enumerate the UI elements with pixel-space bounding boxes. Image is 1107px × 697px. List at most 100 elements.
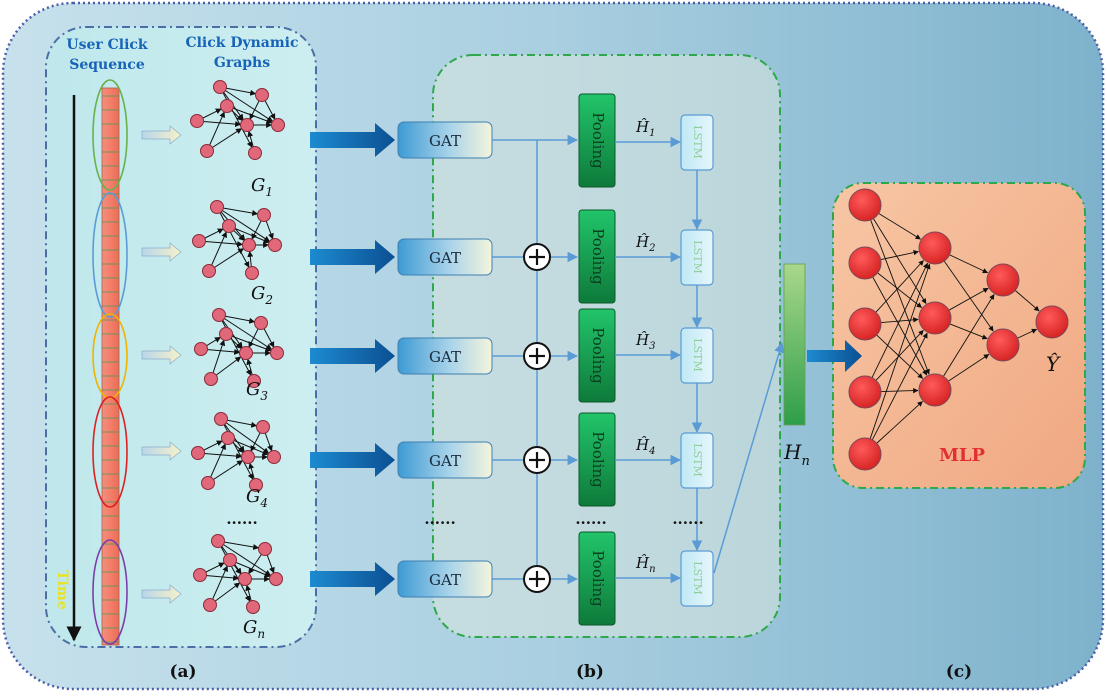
graph-node: [246, 600, 260, 614]
graph-edge: [216, 206, 271, 242]
graph-edge: [218, 314, 273, 350]
mlp-edge: [871, 275, 928, 376]
graphs-ellipsis: ......: [226, 510, 257, 528]
graph-node: [267, 450, 281, 464]
hn-label: Hn: [783, 440, 810, 469]
graph-node: [203, 598, 217, 612]
graph-edge: [207, 443, 226, 484]
pooling-label-2: Pooling: [589, 228, 607, 285]
mlp-node-layer-2: [986, 328, 1020, 362]
graph-label-4: G4: [246, 486, 268, 510]
mlp-node-layer-0: [848, 246, 882, 280]
graph-edge: [206, 111, 225, 152]
pooling-box-1: [578, 93, 616, 188]
lstm-label-2: LSTM: [691, 240, 704, 273]
graph-node: [191, 446, 205, 460]
big-arrows: [310, 123, 395, 596]
pooling-label-1: Pooling: [589, 112, 607, 169]
mlp-edge: [876, 271, 923, 308]
mlp-edge: [947, 287, 989, 312]
hhat-label-5: Ĥn: [635, 554, 656, 575]
graph-node: [249, 478, 263, 492]
graph-node: [239, 346, 253, 360]
graph-edge: [226, 105, 273, 124]
graph-edge: [218, 314, 252, 376]
graph-node: [270, 346, 284, 360]
gat-label-2: GAT: [429, 249, 461, 267]
mlp-edge: [872, 217, 927, 305]
graph-node: [220, 99, 234, 113]
mlp-node-layer-3: [1035, 305, 1069, 339]
graph-label-n: Gn: [243, 617, 265, 641]
lstm-label-1: LSTM: [691, 125, 704, 158]
graph-node: [240, 118, 254, 132]
graph-node: [242, 238, 256, 252]
graph-edge: [229, 559, 271, 578]
graph-node: [254, 316, 268, 330]
graph-edge: [227, 437, 269, 456]
graph-node: [222, 219, 236, 233]
mlp-node-layer-2: [986, 263, 1020, 297]
lstm-label-3: LSTM: [691, 338, 704, 371]
mlp-edge: [879, 249, 919, 261]
small-arrow-2: [141, 242, 182, 262]
graph-node: [214, 412, 228, 426]
sequence-title-line2: Sequence: [69, 57, 145, 73]
graph-node: [223, 553, 237, 567]
mlp-node-layer-1: [918, 231, 952, 265]
graph-node: [192, 234, 206, 248]
mlp-node-layer-1: [918, 373, 952, 407]
hn-to-mlp-arrow: [807, 340, 862, 372]
graph-node: [269, 572, 283, 586]
graph-edge: [209, 565, 228, 606]
graphs-title-line2: Graphs: [214, 55, 270, 71]
mlp-node-layer-0: [848, 437, 882, 471]
mlp-edge: [942, 294, 995, 378]
big-arrow-1: [310, 123, 395, 157]
graph-5: [193, 534, 283, 614]
graph-node: [258, 542, 272, 556]
graph-node: [194, 342, 208, 356]
mlp-edge: [1016, 328, 1038, 340]
mlp-edge: [943, 260, 994, 332]
graph-edge: [219, 86, 274, 122]
graph-edge: [198, 240, 244, 248]
mlp-edge: [948, 253, 989, 274]
sequence-title-line1: User Click: [66, 37, 148, 53]
gat-label-3: GAT: [429, 348, 461, 366]
pooling-label-4: Pooling: [589, 431, 607, 488]
y-hat-label: Ŷ: [1046, 352, 1061, 376]
graph-node: [219, 327, 233, 341]
graph-node: [221, 431, 235, 445]
lstm-label-4: LSTM: [691, 443, 704, 476]
graphs-title-line1: Click Dynamic: [185, 35, 298, 51]
mlp-node-layer-0: [848, 375, 882, 409]
mlp-edge: [948, 323, 988, 340]
mlp-edge: [877, 212, 921, 240]
graph-node: [213, 80, 227, 94]
big-arrow-5: [310, 562, 395, 596]
graph-node: [200, 144, 214, 158]
graph-edge: [219, 86, 253, 148]
gat-ellipsis: ......: [424, 510, 455, 528]
mlp-node-layer-1: [918, 301, 952, 335]
small-arrow-1: [141, 125, 182, 145]
graph-node: [204, 372, 218, 386]
graph-node: [247, 374, 261, 388]
mlp-label: MLP: [939, 445, 986, 466]
segment-ellipse-4: [92, 396, 128, 508]
hhat-label-1: Ĥ1: [635, 118, 655, 139]
panel-b-content: GAT Pooling Ĥ1 LSTM GAT Pooling Ĥ2 LSTM GAT Pooli…: [397, 93, 714, 626]
graph-edge: [216, 206, 250, 268]
graph-node: [268, 238, 282, 252]
click-dynamic-graphs: [190, 80, 285, 614]
graph-3: [194, 308, 284, 388]
mlp-node-layer-0: [848, 307, 882, 341]
caption-b: (b): [576, 662, 604, 682]
graph-node: [193, 568, 207, 582]
mlp-edge: [1014, 289, 1040, 312]
graph-2: [192, 200, 282, 280]
graph-label-1: G1: [251, 175, 273, 199]
gat-label-4: GAT: [429, 452, 461, 470]
graph-edge: [217, 540, 251, 602]
